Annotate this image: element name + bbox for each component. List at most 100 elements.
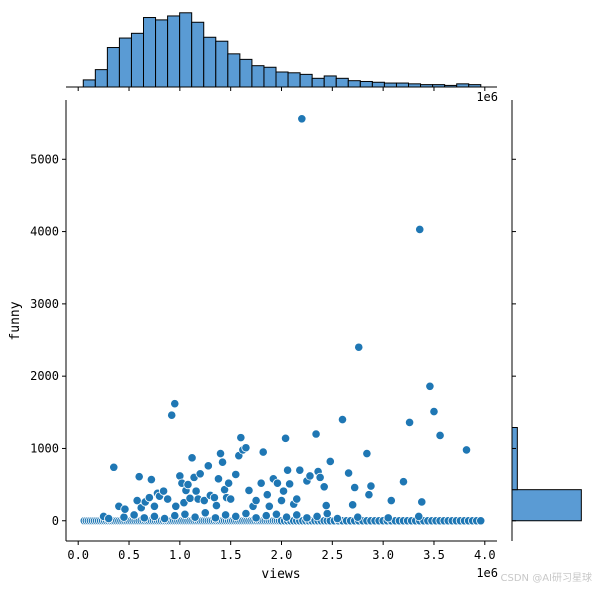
data-point: [271, 509, 282, 519]
data-point: [332, 513, 343, 524]
data-point: [146, 474, 156, 485]
x-marginal-histogram: [66, 12, 497, 91]
data-point: [191, 486, 201, 496]
x-axis-title: views: [261, 567, 300, 582]
data-point: [353, 512, 363, 522]
data-point: [295, 465, 305, 475]
x-hist-bar: [155, 19, 169, 88]
x-hist-bar: [347, 80, 361, 88]
data-point: [170, 511, 180, 521]
data-point: [241, 443, 251, 453]
data-point: [256, 478, 266, 488]
y-tick-label: 1000: [30, 441, 59, 455]
data-point: [187, 453, 197, 463]
x-tick-label: 0.5: [118, 548, 140, 562]
x-marginal-scale-offset-label: 1e6: [476, 90, 498, 104]
x-hist-bar: [167, 15, 181, 88]
x-hist-bar: [275, 71, 289, 88]
x-tick-label: 3.5: [423, 548, 445, 562]
x-tick-label: 2.5: [321, 548, 343, 562]
x-hist-bar: [299, 73, 313, 88]
data-point: [210, 513, 221, 523]
data-point: [312, 511, 322, 522]
y-hist-bar: [511, 489, 582, 522]
axes: 0.0 0.5 1.0 1.5 2.0 2.5 3.0 3.5 4.0 0 1000 2000 3000…: [30, 100, 497, 562]
y-tick-label: 4000: [30, 225, 59, 239]
x-hist-bar: [106, 47, 120, 88]
data-point: [325, 456, 335, 467]
x-hist-bar: [203, 36, 217, 88]
data-point: [476, 516, 486, 526]
data-point: [180, 509, 190, 519]
data-point: [415, 224, 425, 235]
data-point: [203, 461, 213, 471]
scatter-plot: [79, 114, 486, 526]
x-tick-label: 2.0: [271, 548, 293, 562]
x-hist-bar: [82, 79, 96, 88]
x-hist-bar: [395, 82, 410, 88]
data-point: [129, 510, 139, 520]
data-point: [350, 482, 360, 493]
data-point: [337, 414, 348, 425]
x-hist-bar: [335, 77, 349, 88]
data-point: [183, 480, 193, 490]
x-scale-offset-label: 1e6: [476, 566, 498, 580]
data-point: [264, 501, 274, 511]
x-tick-label: 0.0: [67, 548, 89, 562]
data-point: [285, 479, 295, 489]
data-point: [190, 512, 200, 522]
data-point: [425, 381, 435, 391]
data-point: [366, 481, 376, 491]
x-hist-bar: [287, 72, 301, 88]
data-point: [158, 486, 169, 496]
data-point: [319, 482, 329, 492]
data-point: [170, 399, 180, 409]
data-point: [292, 510, 302, 520]
data-point: [258, 447, 268, 457]
data-point: [364, 490, 374, 500]
data-point: [149, 511, 160, 522]
data-point: [272, 478, 283, 488]
data-point: [461, 445, 472, 455]
x-hist-bar: [215, 40, 229, 88]
data-point: [251, 513, 261, 523]
data-point: [302, 513, 312, 523]
data-point: [429, 406, 439, 417]
data-point: [305, 471, 315, 481]
data-point: [362, 448, 372, 459]
data-point: [386, 495, 396, 506]
x-hist-bar: [371, 81, 385, 88]
x-hist-bar: [311, 77, 325, 88]
data-point: [435, 430, 445, 441]
x-tick-label: 1.5: [220, 548, 242, 562]
data-point: [282, 465, 293, 475]
data-point: [211, 500, 222, 511]
data-point: [163, 494, 173, 504]
data-point: [404, 417, 415, 428]
data-point: [213, 474, 224, 484]
data-point: [185, 493, 195, 503]
data-point: [120, 504, 130, 514]
data-point: [280, 433, 291, 443]
data-point: [281, 512, 292, 522]
x-tick-label: 1.0: [169, 548, 191, 562]
y-marginal-histogram: [511, 100, 582, 541]
data-point: [209, 493, 220, 503]
data-point: [276, 495, 287, 506]
data-point: [139, 513, 149, 523]
data-point: [149, 501, 160, 511]
x-hist-bar: [323, 75, 337, 88]
data-point: [109, 462, 119, 472]
data-point: [144, 493, 154, 503]
x-hist-bar: [359, 80, 373, 88]
data-point: [171, 501, 181, 511]
data-point: [398, 477, 409, 487]
data-point: [160, 513, 170, 524]
x-hist-bar: [383, 82, 397, 88]
data-point: [297, 114, 307, 124]
watermark: CSDN @AI研习星球: [500, 573, 592, 584]
x-hist-bar: [239, 58, 253, 88]
data-point: [231, 469, 241, 480]
data-point: [417, 497, 427, 507]
